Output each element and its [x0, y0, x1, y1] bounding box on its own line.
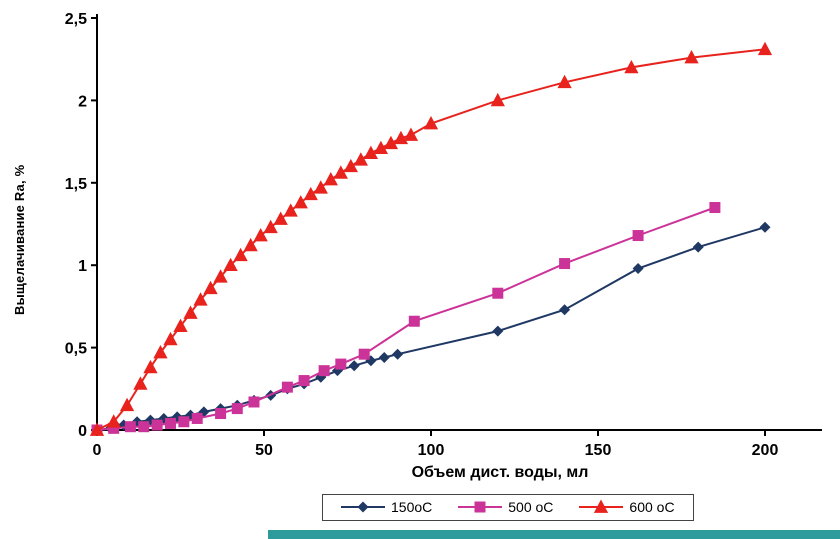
data-point-square — [408, 315, 420, 327]
data-point-triangle — [233, 247, 248, 262]
legend-marker-icon — [579, 499, 624, 513]
data-point-triangle — [133, 376, 148, 390]
y-tick-label: 1,5 — [65, 176, 87, 193]
data-point-triangle — [624, 59, 639, 74]
data-point-triangle — [273, 211, 288, 225]
data-point-square — [492, 287, 504, 299]
data-point-diamond — [492, 325, 504, 337]
series-line-2 — [96, 48, 766, 431]
data-point-triangle — [343, 158, 358, 173]
data-point-square — [559, 258, 571, 270]
chart-legend: 150оС 500 оС 600 оС — [322, 494, 694, 521]
legend-item-1: 500 оС — [458, 499, 553, 515]
data-point-triangle — [373, 140, 389, 155]
data-point-triangle — [173, 318, 188, 333]
legend-item-2: 600 оС — [579, 499, 675, 515]
data-point-square — [248, 396, 260, 408]
legend-label: 150оС — [391, 499, 433, 515]
data-point-square — [474, 501, 486, 513]
data-point-square — [178, 416, 190, 428]
data-point-triangle — [253, 228, 268, 242]
data-point-triangle — [333, 165, 348, 179]
data-point-diamond — [632, 262, 644, 274]
data-point-triangle — [757, 41, 773, 56]
legend-marker-icon — [458, 501, 503, 513]
data-point-triangle — [293, 195, 308, 209]
legend-label: 600 оС — [629, 499, 675, 515]
data-point-triangle — [163, 331, 178, 346]
data-point-square — [231, 403, 243, 415]
y-tick-label: 2,5 — [65, 11, 87, 28]
data-point-triangle — [490, 92, 505, 107]
data-point-square — [335, 358, 347, 370]
x-tick-label: 0 — [93, 442, 102, 459]
data-point-triangle — [353, 152, 368, 166]
data-point-triangle — [283, 203, 298, 217]
data-point-diamond — [392, 348, 404, 360]
data-point-square — [318, 365, 330, 377]
legend-item-0: 150оС — [341, 499, 432, 515]
chart-plot-area: 0 50 100 150 200 0 0,5 1 1,5 2 2,5 — [65, 11, 822, 459]
data-point-triangle — [263, 219, 278, 234]
x-tick-label: 150 — [585, 442, 612, 459]
series-line-0 — [96, 226, 766, 431]
data-point-triangle — [106, 414, 121, 428]
data-point-square — [632, 230, 644, 242]
x-tick-label: 200 — [752, 442, 779, 459]
data-point-triangle — [143, 359, 158, 374]
legend-marker-icon — [341, 501, 385, 513]
data-point-square — [709, 202, 721, 214]
data-point-triangle — [684, 50, 699, 64]
data-point-triangle — [423, 115, 439, 130]
data-point-square — [358, 348, 370, 360]
y-tick-label: 1 — [78, 258, 87, 275]
data-point-triangle — [119, 397, 135, 412]
data-point-triangle — [213, 269, 228, 283]
data-point-triangle — [223, 257, 238, 272]
y-tick-label: 0 — [78, 423, 87, 440]
data-point-triangle — [363, 145, 379, 159]
data-point-triangle — [557, 74, 572, 89]
data-point-diamond — [759, 221, 771, 233]
data-point-triangle — [323, 172, 338, 186]
data-point-square — [215, 408, 227, 420]
x-axis-title: Объем дист. воды, мл — [411, 464, 589, 481]
data-point-diamond — [692, 241, 704, 253]
data-point-triangle — [183, 305, 198, 319]
data-point-square — [298, 375, 310, 387]
data-point-triangle — [153, 345, 168, 359]
legend-label: 500 оС — [508, 499, 554, 515]
data-point-triangle — [594, 499, 609, 513]
data-point-triangle — [303, 186, 318, 201]
data-point-square — [108, 422, 120, 434]
data-point-diamond — [378, 351, 390, 363]
data-point-square — [191, 412, 203, 424]
data-point-diamond — [357, 501, 369, 513]
data-point-square — [151, 419, 163, 431]
data-point-square — [281, 381, 293, 393]
data-point-triangle — [243, 237, 258, 252]
bottom-accent-strip — [268, 530, 840, 539]
x-tick-label: 100 — [418, 442, 445, 459]
data-point-diamond — [348, 360, 360, 372]
data-point-square — [138, 421, 150, 433]
data-point-square — [164, 417, 176, 429]
y-axis-title: Выщелачивание Ra, % — [12, 164, 27, 316]
data-point-triangle — [383, 135, 399, 150]
y-tick-label: 0,5 — [65, 341, 87, 358]
data-point-triangle — [313, 180, 328, 194]
data-point-square — [124, 421, 136, 433]
data-point-triangle — [193, 292, 208, 306]
data-point-diamond — [559, 304, 571, 316]
data-point-triangle — [203, 280, 218, 295]
y-tick-label: 2 — [78, 93, 87, 110]
x-tick-label: 50 — [255, 442, 273, 459]
data-point-triangle — [403, 127, 419, 141]
data-point-triangle — [89, 422, 105, 436]
